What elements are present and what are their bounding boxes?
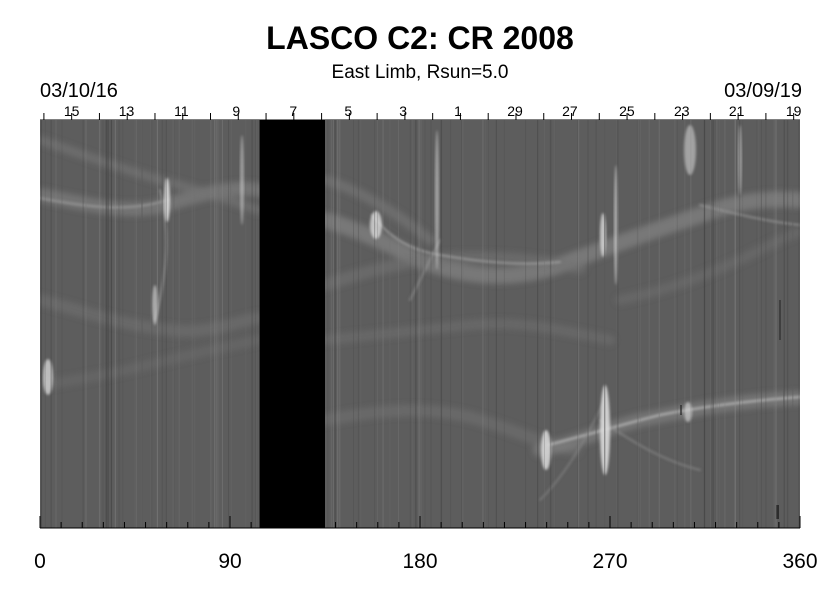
x-axis: 0 90 180 270 360 (34, 516, 818, 573)
day-label: 7 (289, 103, 297, 119)
chart-subtitle: East Limb, Rsun=5.0 (332, 62, 509, 83)
day-label: 15 (64, 103, 80, 119)
day-label: 1 (454, 103, 462, 119)
chart-title: LASCO C2: CR 2008 (266, 20, 574, 56)
x-tick-label: 360 (782, 550, 817, 573)
x-tick-label: 180 (402, 550, 437, 573)
day-label: 23 (674, 103, 690, 119)
x-tick-label: 0 (34, 550, 46, 573)
start-date-label: 03/10/16 (40, 80, 118, 102)
day-label: 29 (507, 103, 523, 119)
day-label: 9 (232, 103, 240, 119)
data-gap (259, 120, 325, 528)
end-date-label: 03/09/19 (724, 80, 802, 102)
day-axis: 15 13 11 9 7 5 3 1 29 27 25 23 21 19 (40, 103, 802, 121)
day-label: 3 (399, 103, 407, 119)
day-label: 27 (562, 103, 578, 119)
vertical-streaks (40, 120, 800, 528)
day-label: 13 (119, 103, 135, 119)
day-label: 25 (619, 103, 635, 119)
coronal-streamer-texture (40, 120, 800, 528)
day-label: 5 (344, 103, 352, 119)
day-label: 19 (786, 103, 802, 119)
day-label: 21 (729, 103, 745, 119)
day-label: 11 (174, 103, 189, 119)
x-tick-label: 270 (592, 550, 627, 573)
x-tick-label: 90 (218, 550, 241, 573)
